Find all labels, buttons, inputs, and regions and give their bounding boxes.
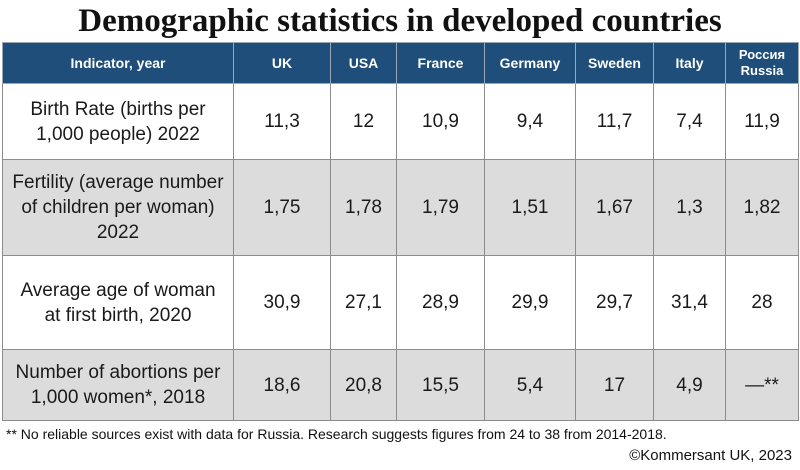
- footnote: ** No reliable sources exist with data f…: [6, 426, 667, 442]
- table-row: Birth Rate (births per 1,000 people) 202…: [2, 83, 799, 160]
- cell-value: 11,7: [575, 83, 654, 160]
- cell-value: 17: [575, 349, 654, 421]
- table-row: Fertility (average number of children pe…: [2, 159, 799, 256]
- cell-value: —**: [725, 349, 799, 421]
- cell-value: 12: [330, 83, 397, 160]
- cell-value: 1,79: [396, 159, 485, 256]
- cell-value: 20,8: [330, 349, 397, 421]
- cell-value: 10,9: [396, 83, 485, 160]
- row-label-abortions: Number of abortions per 1,000 women*, 20…: [2, 349, 234, 421]
- header-russia: Россия Russia: [725, 42, 799, 84]
- cell-value: 1,3: [653, 159, 726, 256]
- table-row: Average age of woman at first birth, 202…: [2, 255, 799, 350]
- cell-value: 31,4: [653, 255, 726, 350]
- cell-value: 1,82: [725, 159, 799, 256]
- cell-value: 29,9: [484, 255, 576, 350]
- demographics-table: Indicator, year UK USA France Germany Sw…: [2, 42, 799, 421]
- cell-value: 11,3: [233, 83, 331, 160]
- cell-value: 1,75: [233, 159, 331, 256]
- cell-value: 11,9: [725, 83, 799, 160]
- cell-value: 27,1: [330, 255, 397, 350]
- row-label-birth-rate: Birth Rate (births per 1,000 people) 202…: [2, 83, 234, 160]
- cell-value: 30,9: [233, 255, 331, 350]
- header-france: France: [396, 42, 485, 84]
- cell-value: 18,6: [233, 349, 331, 421]
- cell-value: 15,5: [396, 349, 485, 421]
- table-header-row: Indicator, year UK USA France Germany Sw…: [2, 42, 799, 84]
- cell-value: 1,51: [484, 159, 576, 256]
- cell-value: 28,9: [396, 255, 485, 350]
- header-russia-ru: Россия: [738, 47, 786, 62]
- header-indicator: Indicator, year: [2, 42, 234, 84]
- header-sweden: Sweden: [575, 42, 654, 84]
- cell-value: 5,4: [484, 349, 576, 421]
- cell-value: 4,9: [653, 349, 726, 421]
- cell-value: 7,4: [653, 83, 726, 160]
- credit-line: ©Kommersant UK, 2023: [629, 447, 792, 464]
- page-title: Demographic statistics in developed coun…: [78, 3, 722, 39]
- cell-value: 28: [725, 255, 799, 350]
- header-germany: Germany: [484, 42, 576, 84]
- cell-value: 9,4: [484, 83, 576, 160]
- row-label-first-birth-age: Average age of woman at first birth, 202…: [2, 255, 234, 350]
- cell-value: 1,67: [575, 159, 654, 256]
- row-label-fertility: Fertility (average number of children pe…: [2, 159, 234, 256]
- cell-value: 29,7: [575, 255, 654, 350]
- header-russia-en: Russia: [740, 63, 784, 78]
- cell-value: 1,78: [330, 159, 397, 256]
- header-usa: USA: [330, 42, 397, 84]
- header-italy: Italy: [653, 42, 726, 84]
- table-row: Number of abortions per 1,000 women*, 20…: [2, 349, 799, 421]
- header-uk: UK: [233, 42, 331, 84]
